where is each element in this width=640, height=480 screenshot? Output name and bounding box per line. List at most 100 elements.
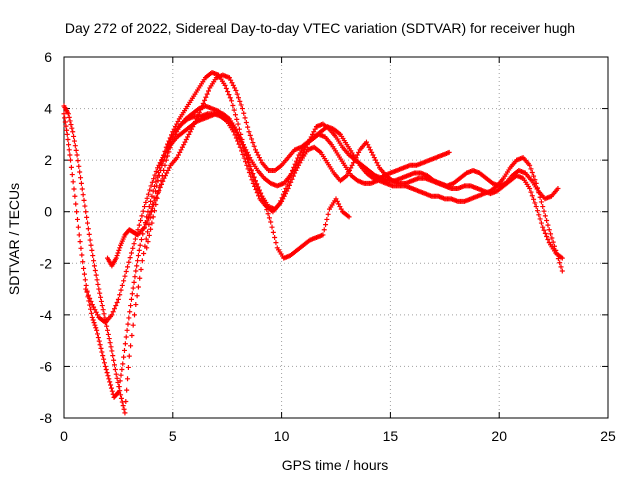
data-point [87,295,93,301]
data-point [113,303,119,309]
data-point [548,231,554,237]
data-point [325,211,331,217]
data-point [307,137,313,143]
data-point [96,338,102,344]
data-point [175,126,181,132]
data-point [142,204,148,210]
data-point [149,179,155,185]
data-point [77,239,83,245]
data-point [84,289,90,295]
data-point [83,286,89,292]
data-point [142,224,148,230]
data-point [311,129,317,135]
data-point [65,137,71,143]
data-point [369,149,375,155]
data-point [120,403,126,409]
data-point [237,144,243,150]
data-point [136,222,142,228]
data-point [144,245,150,251]
data-point [133,302,139,308]
data-point [113,371,119,377]
data-point [119,282,125,288]
data-point [242,159,248,165]
data-point [346,167,352,173]
data-point [321,227,327,233]
data-point [234,91,240,97]
data-point [108,382,114,388]
data-point [135,227,141,233]
y-tick-label: -4 [40,307,53,323]
data-point [252,147,258,153]
data-point [100,353,106,359]
data-point [136,247,142,253]
data-point [236,95,242,101]
data-point [152,208,158,214]
data-point [273,240,279,246]
data-point [270,229,276,235]
data-point [336,201,342,207]
data-point [302,147,308,153]
data-point [81,197,87,203]
data-point [172,131,178,137]
data-point [238,137,244,143]
data-point [145,229,151,235]
data-point [349,162,355,168]
data-point [365,142,371,148]
data-point [71,133,77,139]
data-point [542,213,548,219]
data-point [110,353,116,359]
data-point [241,110,247,116]
data-point [70,129,76,135]
data-point [171,134,177,140]
data-point [235,131,241,137]
data-point [148,226,154,232]
data-point [82,203,88,209]
data-point [90,253,96,259]
data-point [323,222,329,228]
data-point [164,170,170,176]
data-point [234,116,240,122]
data-point [151,176,157,182]
data-point [541,208,547,214]
data-point [101,311,107,317]
data-point [248,173,254,179]
data-point [108,385,114,391]
data-point [185,134,191,140]
data-point [544,233,550,239]
data-point [161,167,167,173]
data-point [161,175,167,181]
data-point [145,239,151,245]
data-point [230,82,236,88]
data-point [115,390,121,396]
data-point [295,160,301,166]
data-point [133,268,139,274]
data-point [160,155,166,161]
data-point [129,332,135,338]
plot-frame [63,56,609,419]
data-point [89,302,95,308]
data-point [130,245,136,251]
data-point [68,122,74,128]
data-point [97,342,103,348]
data-point [78,245,84,251]
data-point [345,170,351,176]
data-point [89,314,95,320]
data-point [232,85,238,91]
x-axis-label: GPS time / hours [282,457,389,473]
data-point [106,336,112,342]
data-point [125,321,131,327]
data-point [166,149,172,155]
data-point [126,315,132,321]
data-point [354,152,360,158]
data-point [283,191,289,197]
data-point [132,312,138,318]
data-point [251,143,257,149]
data-point [121,278,127,284]
data-point [118,372,124,378]
data-point [146,204,152,210]
data-point [374,160,380,166]
data-point [116,384,122,390]
data-point [247,155,253,161]
data-point [127,309,133,315]
x-tick-label: 25 [600,428,616,444]
